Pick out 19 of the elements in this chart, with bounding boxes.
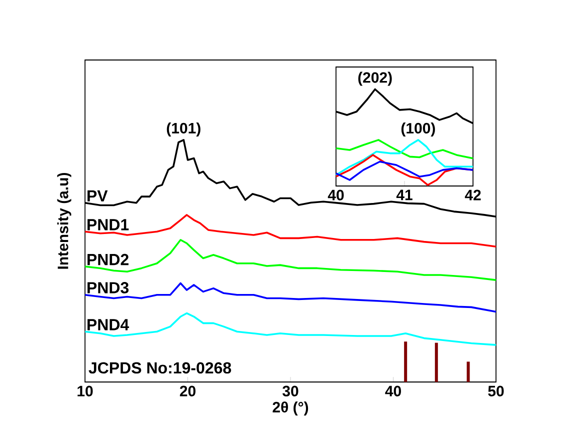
x-tick-label: 20 <box>180 386 196 396</box>
annotation: (202) <box>358 72 392 86</box>
series-label: PND1 <box>88 219 129 230</box>
x-tick-label: 30 <box>282 386 298 396</box>
series-label: PND2 <box>88 254 128 266</box>
x-tick-label: 50 <box>488 386 504 396</box>
x-axis-title: 2θ (°) <box>272 401 308 416</box>
series-label: PND4 <box>88 319 130 330</box>
annotation: (100) <box>401 122 435 136</box>
annotation: (101) <box>166 122 200 136</box>
series-label: PND3 <box>88 282 129 294</box>
series-label: PV <box>88 190 108 202</box>
x-tick-label: 41 <box>396 190 412 200</box>
x-tick-label: 40 <box>385 386 401 396</box>
y-axis-title: Intensity (a.u) <box>57 172 72 269</box>
x-tick-label: 42 <box>464 190 481 200</box>
x-tick-label: 10 <box>78 386 93 396</box>
x-tick-label: 40 <box>328 190 344 200</box>
annotation: JCPDS No:19-0268 <box>88 362 232 374</box>
